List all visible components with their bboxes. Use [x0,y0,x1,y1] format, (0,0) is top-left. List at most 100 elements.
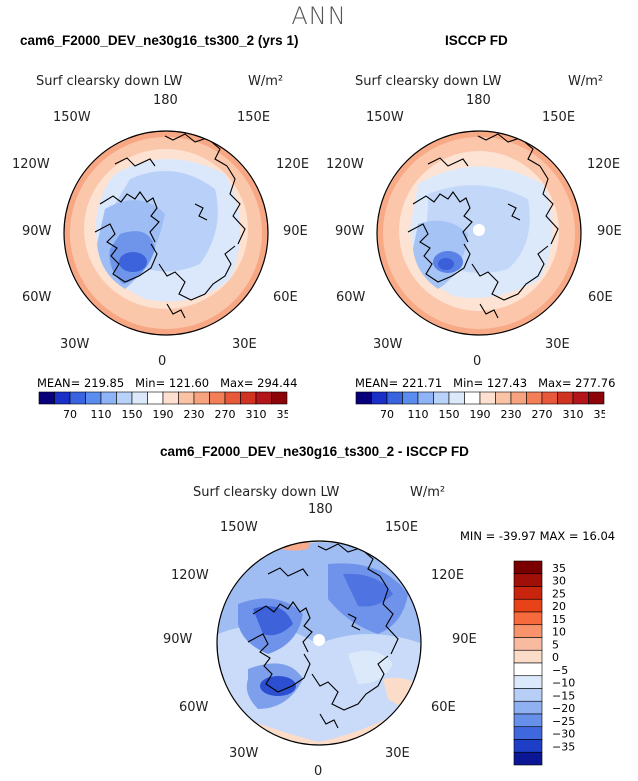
panel-3-units: W/m² [410,485,446,500]
panel-2-pole-gap [473,224,485,236]
colorbar-tick-label: 270 [215,408,236,421]
colorbar-swatch [448,391,465,405]
panel-2-lon-180: 180 [466,93,491,108]
colorbar-swatch [54,391,71,405]
colorbar-swatch [510,391,527,405]
panel-1-mean: 219.85 [83,376,125,390]
colorbar-tick-label: 10 [552,626,566,639]
panel-2-units: W/m² [568,74,604,89]
colorbar-tick-label: −25 [552,715,575,728]
colorbar-tick-label: 150 [122,408,143,421]
panel-2-lon-0: 0 [473,354,482,369]
colorbar-tick-label: 70 [380,408,394,421]
colorbar-tick-label: 350 [594,408,606,421]
panel-1-colorbar: 70 110 150 190 230 270 310 350 [38,391,288,421]
colorbar-swatch [588,391,605,405]
colorbar-tick-label: −10 [552,677,575,690]
colorbar-swatch [193,391,210,405]
panel-1-title: cam6_F2000_DEV_ne30g16_ts300_2 (yrs 1) [20,33,299,48]
colorbar-swatch [541,391,558,405]
colorbar-swatch [371,391,388,405]
panel-1-lon-150e: 150E [237,110,271,125]
colorbar-tick-label: 20 [552,600,566,613]
colorbar-tick-label: −5 [552,664,568,677]
colorbar-swatch [162,391,179,405]
colorbar-swatch [386,391,403,405]
colorbar-swatch [147,391,164,405]
panel-2-lon-60w: 60W [336,290,366,305]
colorbar-tick-label: 110 [408,408,429,421]
colorbar-tick-label: 30 [552,575,566,588]
panel-2-coastlines [407,133,559,319]
colorbar-tick-label: 110 [91,408,112,421]
colorbar-swatch [209,391,226,405]
colorbar-swatch [178,391,195,405]
panel-1-max-label: Max= [220,376,254,390]
panel-2-lon-90e: 90E [597,224,622,239]
panel-1-lon-60e: 60E [273,290,298,305]
colorbar-swatch [513,586,543,600]
panel-1-lon-0: 0 [158,354,167,369]
panel-3-lon-60e: 60E [431,700,456,715]
colorbar-swatch [513,649,543,664]
colorbar-swatch [513,560,543,575]
panel-3-lon-30w: 30W [229,746,259,761]
panel-3-lon-180: 180 [308,502,333,517]
colorbar-swatch [433,391,450,405]
panel-1-lon-30e: 30E [232,337,257,352]
panel-1-min: 121.60 [168,376,210,390]
colorbar-swatch [69,391,86,405]
panel-3-title: cam6_F2000_DEV_ne30g16_ts300_2 - ISCCP F… [160,444,469,459]
panel-1-lon-90w: 90W [22,224,52,239]
colorbar-tick-label: −35 [552,740,575,753]
colorbar-swatch [513,726,543,740]
panel-1-max: 294.44 [257,376,298,390]
colorbar-swatch [417,391,434,405]
colorbar-swatch [513,662,543,677]
panel-1-variable: Surf clearsky down LW [36,74,183,89]
colorbar-tick-label: 5 [552,638,559,651]
colorbar-swatch [513,739,543,753]
colorbar-swatch [240,391,257,405]
panel-1-lon-120e: 120E [276,157,310,172]
colorbar-tick-label: −20 [552,702,575,715]
panel-3-boundary [216,540,422,746]
colorbar-tick-label: 230 [501,408,522,421]
colorbar-tick-label: 230 [184,408,205,421]
panel-2-variable: Surf clearsky down LW [355,74,502,89]
colorbar-swatch [464,391,481,405]
panel-2-lon-60e: 60E [588,290,613,305]
panel-1-lon-30w: 30W [60,337,90,352]
panel-1-lon-120w: 120W [12,157,50,172]
panel-1-min-label: Min= [135,376,166,390]
panel-2-colorbar: 70 110 150 190 230 270 310 350 [355,391,605,421]
panel-3-lon-0: 0 [314,764,323,779]
panel-1-map [63,130,269,336]
panel-1-lon-60w: 60W [22,290,52,305]
panel-1-lon-150w: 150W [53,110,91,125]
panel-1-lon-180: 180 [153,93,178,108]
colorbar-swatch [255,391,272,405]
panel-2-min: 127.43 [486,376,528,390]
panel-2-min-label: Min= [453,376,484,390]
panel-3-lon-90w: 90W [163,632,193,647]
panel-2-lon-30w: 30W [373,337,403,352]
panel-3-lon-150e: 150E [385,520,419,535]
panel-3-lon-90e: 90E [452,632,477,647]
colorbar-tick-label: 35 [552,562,566,575]
panel-1-lon-90e: 90E [283,224,308,239]
panel-2-stats: MEAN= 221.71 Min= 127.43 Max= 277.76 [355,376,615,390]
panel-2-lon-150w: 150W [366,110,404,125]
panel-2-lon-90w: 90W [335,224,365,239]
colorbar-tick-label: 190 [470,408,491,421]
colorbar-tick-label: 15 [552,613,566,626]
colorbar-swatch [513,611,543,626]
panel-3-lon-150w: 150W [220,520,258,535]
colorbar-swatch [513,688,543,702]
panel-2-lon-120e: 120E [587,157,621,172]
panel-2-mean: 221.71 [401,376,443,390]
colorbar-swatch [38,391,55,405]
panel-1-mean-label: MEAN= [37,376,81,390]
panel-2-max: 277.76 [575,376,616,390]
colorbar-swatch [100,391,117,405]
